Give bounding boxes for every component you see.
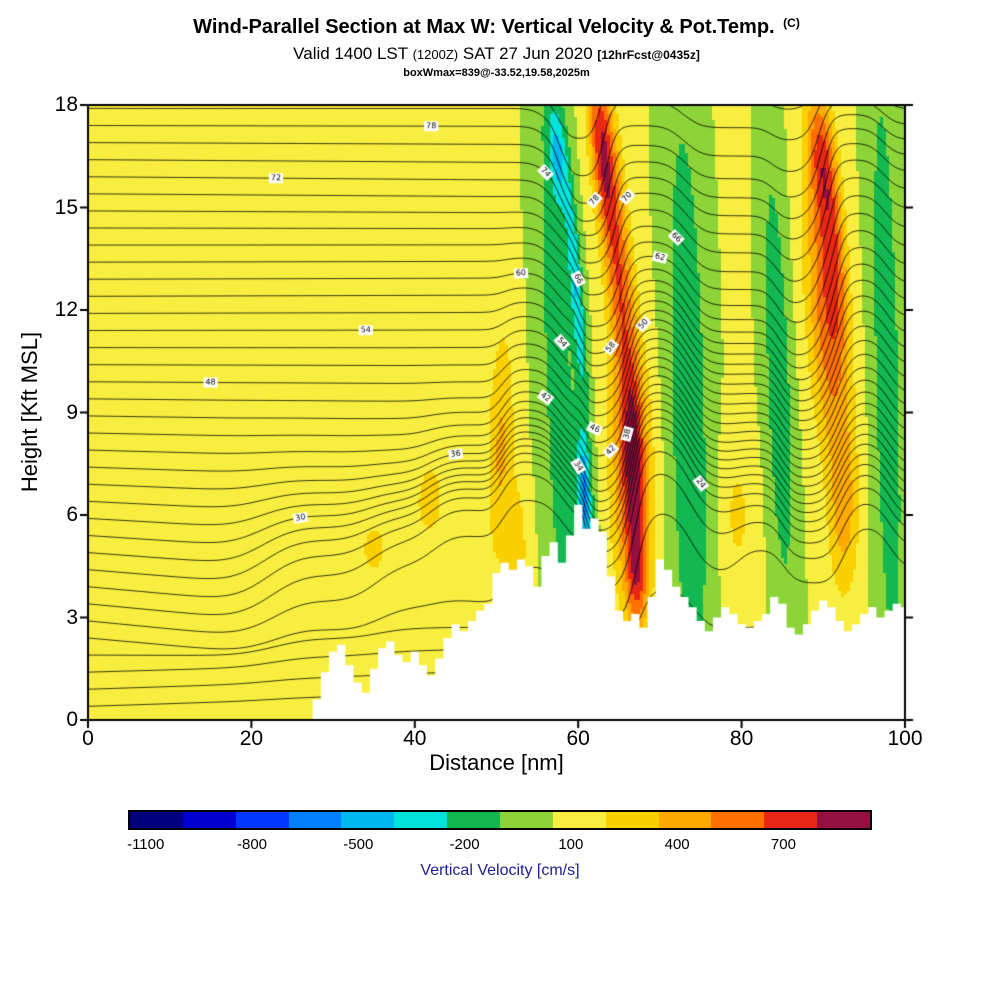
colorbar-segment — [341, 812, 395, 828]
y-tick-label: 15 — [54, 195, 78, 219]
x-tick-label: 100 — [887, 727, 923, 750]
chart-title-text: Wind-Parallel Section at Max W: Vertical… — [193, 16, 775, 38]
valid-date: SAT 27 Jun 2020 — [462, 44, 593, 63]
forecast-tag: [12hrFcst@0435z] — [597, 48, 700, 62]
colorbar-tick-label: 400 — [664, 836, 690, 853]
colorbar-tick-label: 700 — [770, 836, 796, 853]
colorbar — [128, 810, 872, 830]
colorbar-tick-label: -1100 — [127, 836, 165, 853]
colorbar-label: Vertical Velocity [cm/s] — [420, 862, 580, 879]
colorbar-tick-label: -800 — [236, 836, 268, 853]
y-tick-label: 18 — [54, 93, 78, 116]
chart-title-unit: (C) — [783, 16, 800, 30]
x-tick-label: 40 — [403, 727, 427, 750]
colorbar-segment — [711, 812, 765, 828]
valid-zulu: (1200Z) — [412, 47, 459, 62]
x-tick-label: 60 — [566, 727, 590, 750]
colorbar-segment — [658, 812, 712, 828]
colorbar-segment — [235, 812, 289, 828]
valid-time-line: Valid 1400 LST (1200Z) SAT 27 Jun 2020 [… — [0, 44, 993, 64]
colorbar-segment — [552, 812, 606, 828]
cross-section-plot — [0, 0, 1000, 745]
wmax-annotation: boxWmax=839@-33.52,19.58,2025m — [403, 67, 590, 79]
colorbar-segment — [500, 812, 553, 828]
y-tick-label: 0 — [66, 708, 78, 731]
y-tick-label: 6 — [66, 503, 78, 526]
y-tick-label: 3 — [66, 605, 78, 629]
colorbar-segment — [288, 812, 342, 828]
y-tick-label: 9 — [66, 400, 78, 424]
colorbar-tick-label: -500 — [343, 836, 374, 853]
colorbar-segment — [447, 812, 501, 828]
colorbar-tick-label: -200 — [449, 836, 480, 853]
colorbar-segment — [182, 812, 236, 828]
chart-title: Wind-Parallel Section at Max W: Vertical… — [0, 16, 993, 39]
x-axis-label: Distance [nm] — [429, 750, 564, 775]
x-tick-label: 20 — [239, 727, 264, 750]
x-tick-label: 0 — [82, 727, 94, 750]
colorbar-segment — [605, 812, 659, 828]
colorbar-segment — [130, 812, 183, 828]
x-tick-label: 80 — [729, 727, 754, 750]
y-tick-label: 12 — [54, 298, 78, 321]
colorbar-segment — [764, 812, 818, 828]
colorbar-segment — [817, 812, 871, 828]
valid-prefix: Valid 1400 LST — [293, 44, 408, 63]
colorbar-segment — [394, 812, 448, 828]
colorbar-tick-label: 100 — [558, 836, 584, 853]
